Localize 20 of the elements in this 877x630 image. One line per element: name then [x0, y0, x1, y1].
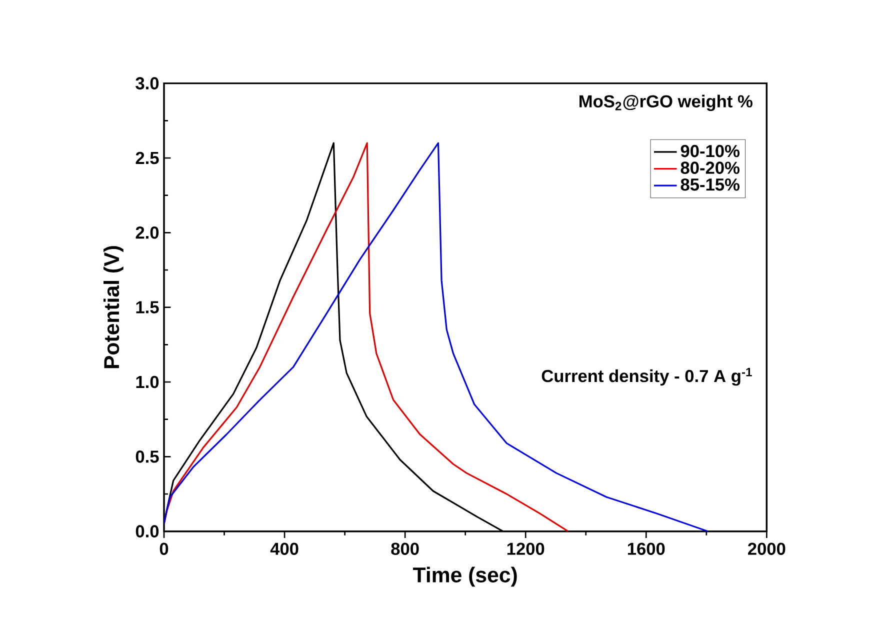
y-tick-label: 3.0: [136, 77, 159, 90]
x-tick-label: 0: [160, 542, 168, 555]
y-tick-label: 0.5: [136, 450, 159, 463]
x-tick-label: 1600: [628, 542, 665, 555]
y-tick-label: 2.5: [136, 152, 159, 164]
y-tick-label: 1.0: [136, 376, 159, 388]
y-tick-label: 1.5: [136, 301, 159, 314]
legend-label: 85-15%: [680, 178, 740, 191]
x-tick-label: 1200: [507, 542, 544, 555]
y-tick-label: 2.0: [136, 226, 159, 239]
legend-label: 90-10%: [680, 144, 740, 158]
x-tick-label: 800: [391, 542, 419, 555]
x-tick-label: 400: [270, 542, 298, 555]
y-tick-label: 0.0: [136, 525, 159, 538]
x-tick-label: 2000: [748, 542, 786, 555]
annotation: Current density - 0.7 A g$^{-1}$: [542, 368, 752, 386]
x-axis-title: Time (sec): [413, 566, 517, 587]
y-axis-title: Potential (V): [104, 246, 124, 368]
legend-label: 80-20%: [680, 162, 740, 174]
legend-title: MoS$_{2}$@rGO weight %: [580, 94, 752, 111]
